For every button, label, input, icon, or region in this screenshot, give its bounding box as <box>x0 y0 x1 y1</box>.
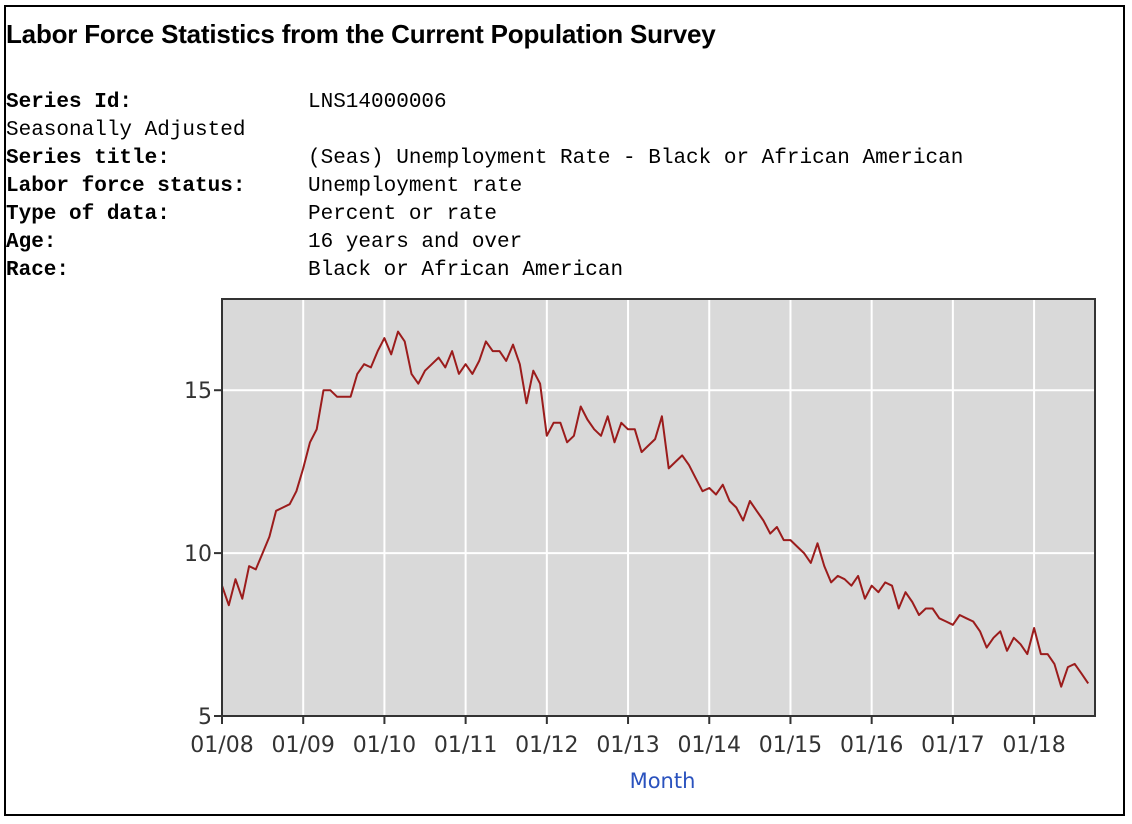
x-tick-label: 01/11 <box>434 733 497 758</box>
y-tick-label: 5 <box>198 705 212 730</box>
meta-value: LNS14000006 <box>308 91 447 114</box>
x-tick-label: 01/12 <box>515 733 578 758</box>
x-tick-label: 01/10 <box>353 733 416 758</box>
page-title: Labor Force Statistics from the Current … <box>6 19 716 49</box>
meta-value: Percent or rate <box>308 203 498 226</box>
plot-border <box>221 298 1096 717</box>
x-tick-label: 01/14 <box>678 733 741 758</box>
x-axis-title: Month <box>630 769 696 793</box>
x-tick-label: 01/13 <box>596 733 659 758</box>
meta-value: (Seas) Unemployment Rate - Black or Afri… <box>308 147 964 170</box>
x-tick-label: 01/09 <box>272 733 335 758</box>
x-tick-label: 01/18 <box>1002 733 1065 758</box>
y-tick-label: 10 <box>184 542 212 567</box>
meta-value: 16 years and over <box>308 231 523 254</box>
meta-label: Seasonally Adjusted <box>6 119 246 142</box>
y-tick-label: 15 <box>184 379 212 404</box>
x-tick-label: 01/08 <box>190 733 253 758</box>
meta-value: Unemployment rate <box>308 175 523 198</box>
meta-label: Race: <box>6 259 70 282</box>
x-tick-label: 01/17 <box>921 733 984 758</box>
y-axis: 5 10 15 <box>184 379 222 730</box>
plot-area <box>222 299 1095 716</box>
meta-label: Series title: <box>6 147 170 170</box>
meta-value: Black or African American <box>308 259 624 282</box>
x-tick-label: 01/16 <box>840 733 903 758</box>
meta-label: Type of data: <box>6 203 170 226</box>
series-line <box>221 330 1090 688</box>
x-tick-label: 01/15 <box>759 733 822 758</box>
meta-label: Labor force status: <box>6 175 246 198</box>
meta-label: Age: <box>6 231 57 254</box>
x-axis: 01/08 01/09 01/10 01/11 01/12 01/13 01/14 01/15… <box>190 716 1066 758</box>
meta-label: Series Id: <box>6 91 133 114</box>
